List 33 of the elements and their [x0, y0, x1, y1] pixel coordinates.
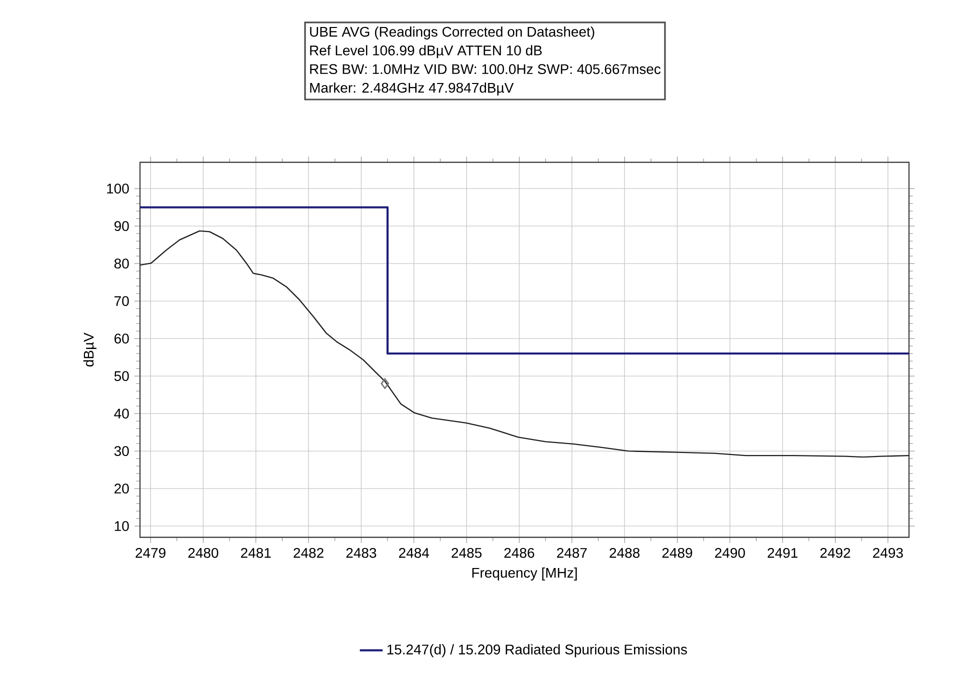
y-tick-label: 70 [114, 296, 129, 306]
y-tick-label: 10 [114, 521, 129, 532]
y-tick-label: 90 [114, 221, 129, 232]
y-tick-label: 50 [114, 371, 129, 382]
text: Marker: 2.484GHz 47.9847dBµV [310, 82, 514, 96]
x-tick-label: 2484 [399, 548, 430, 558]
y-tick-label: 40 [114, 408, 129, 419]
x-tick-label: 2490 [715, 548, 745, 558]
x-axis-title: Frequency [MHz] [472, 567, 577, 581]
legend-label: 15.247(d) / 15.209 Radiated Spurious Emissions [387, 644, 687, 658]
x-tick-label: 2487 [557, 548, 587, 558]
x-tick-label: 2491 [768, 548, 798, 558]
x-tick-label: 2485 [452, 548, 482, 558]
text: Ref Level 106.99 dBµV ATTEN 10 dB [310, 45, 542, 58]
y-tick-label: 30 [114, 446, 129, 456]
x-tick-label: 2493 [873, 548, 903, 558]
text: UBE AVG (Readings Corrected on Datasheet) [310, 26, 594, 40]
y-tick-label: 60 [114, 334, 129, 344]
x-tick-label: 2479 [136, 548, 166, 558]
x-tick-label: 2489 [662, 548, 692, 558]
y-tick-label: 100 [107, 184, 129, 194]
y-axis-title: dBµV [83, 332, 96, 366]
line-series [140, 230, 909, 458]
y-tick-label: 20 [114, 484, 129, 494]
x-tick-label: 2488 [610, 548, 640, 558]
x-tick-label: 2480 [188, 548, 218, 558]
x-tick-label: 2492 [820, 548, 850, 558]
x-tick-label: 2483 [346, 548, 376, 558]
text: RES BW: 1.0MHz VID BW: 100.0Hz SWP: 405.667msec [310, 64, 661, 74]
y-tick-label: 80 [114, 258, 129, 269]
x-tick-label: 2481 [241, 548, 271, 558]
x-tick-label: 2482 [294, 548, 324, 558]
x-tick-label: 2486 [504, 548, 534, 558]
